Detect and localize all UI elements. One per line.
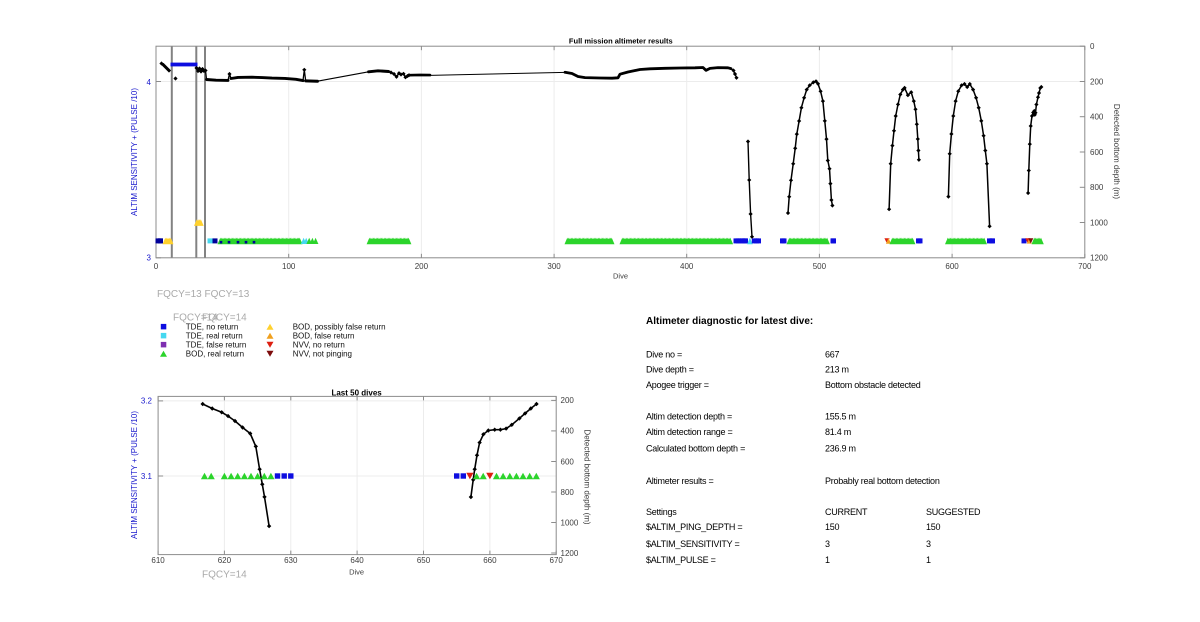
svg-text:Altim detection depth =: Altim detection depth = xyxy=(646,412,732,422)
svg-text:620: 620 xyxy=(218,556,232,565)
svg-text:$ALTIM_PING_DEPTH =: $ALTIM_PING_DEPTH = xyxy=(646,522,742,532)
svg-text:Full mission altimeter results: Full mission altimeter results xyxy=(569,37,673,46)
svg-text:3: 3 xyxy=(147,254,152,263)
svg-text:Altimeter results =: Altimeter results = xyxy=(646,476,714,486)
svg-text:3: 3 xyxy=(926,539,931,549)
svg-text:155.5 m: 155.5 m xyxy=(825,412,856,422)
svg-text:200: 200 xyxy=(1090,77,1104,86)
svg-text:TDE, false return: TDE, false return xyxy=(186,341,246,350)
svg-text:FQCY=14: FQCY=14 xyxy=(202,313,247,324)
svg-text:Dive: Dive xyxy=(349,568,364,577)
svg-text:600: 600 xyxy=(945,262,959,271)
svg-text:1: 1 xyxy=(926,555,931,565)
svg-text:FQCY=14: FQCY=14 xyxy=(202,570,247,581)
svg-text:0: 0 xyxy=(154,262,159,271)
svg-text:400: 400 xyxy=(680,262,694,271)
svg-text:FQCY=14: FQCY=14 xyxy=(173,313,218,324)
svg-text:SUGGESTED: SUGGESTED xyxy=(926,507,981,517)
svg-text:ALTIM SENSITIVITY + (PULSE /10: ALTIM SENSITIVITY + (PULSE /10) xyxy=(130,88,139,216)
svg-text:BOD, false return: BOD, false return xyxy=(293,332,355,341)
svg-text:640: 640 xyxy=(350,556,364,565)
svg-text:Altimeter diagnostic for lates: Altimeter diagnostic for latest dive: xyxy=(646,316,813,327)
svg-text:TDE, real return: TDE, real return xyxy=(186,332,243,341)
svg-text:Last 50 dives: Last 50 dives xyxy=(331,389,382,398)
svg-text:Detected bottom depth (m): Detected bottom depth (m) xyxy=(583,429,592,524)
svg-text:CURRENT: CURRENT xyxy=(825,507,868,517)
svg-text:Detected bottom depth (m): Detected bottom depth (m) xyxy=(1112,104,1121,199)
svg-text:667: 667 xyxy=(825,349,840,359)
svg-text:1000: 1000 xyxy=(1090,218,1108,227)
svg-text:ALTIM SENSITIVITY + (PULSE /10: ALTIM SENSITIVITY + (PULSE /10) xyxy=(130,411,139,539)
svg-text:1: 1 xyxy=(825,555,830,565)
svg-text:610: 610 xyxy=(151,556,165,565)
svg-text:800: 800 xyxy=(561,488,575,497)
svg-text:Calculated bottom depth =: Calculated bottom depth = xyxy=(646,444,745,454)
svg-text:150: 150 xyxy=(825,522,840,532)
svg-text:3.1: 3.1 xyxy=(141,472,153,481)
svg-text:200: 200 xyxy=(415,262,429,271)
svg-text:$ALTIM_PULSE =: $ALTIM_PULSE = xyxy=(646,555,716,565)
svg-text:500: 500 xyxy=(813,262,827,271)
svg-text:213 m: 213 m xyxy=(825,364,849,374)
svg-text:NVV, not pinging: NVV, not pinging xyxy=(293,350,352,359)
svg-text:300: 300 xyxy=(547,262,561,271)
svg-text:800: 800 xyxy=(1090,183,1104,192)
svg-text:3.2: 3.2 xyxy=(141,397,153,406)
svg-text:660: 660 xyxy=(483,556,497,565)
svg-text:0: 0 xyxy=(1090,42,1095,51)
svg-text:81.4 m: 81.4 m xyxy=(825,427,851,437)
svg-text:1200: 1200 xyxy=(1090,254,1108,263)
svg-text:BOD, possibly false return: BOD, possibly false return xyxy=(293,323,386,332)
svg-text:700: 700 xyxy=(1078,262,1092,271)
svg-text:1000: 1000 xyxy=(561,518,579,527)
svg-text:4: 4 xyxy=(147,78,152,87)
svg-text:630: 630 xyxy=(284,556,298,565)
svg-text:650: 650 xyxy=(417,556,431,565)
svg-text:Dive: Dive xyxy=(613,271,628,280)
svg-text:400: 400 xyxy=(561,427,575,436)
svg-text:600: 600 xyxy=(1090,148,1104,157)
svg-text:600: 600 xyxy=(561,457,575,466)
svg-text:3: 3 xyxy=(825,539,830,549)
svg-text:236.9 m: 236.9 m xyxy=(825,444,856,454)
svg-text:400: 400 xyxy=(1090,113,1104,122)
svg-text:Dive depth =: Dive depth = xyxy=(646,364,694,374)
svg-text:NVV, no return: NVV, no return xyxy=(293,341,345,350)
svg-text:TDE, no return: TDE, no return xyxy=(186,323,238,332)
svg-text:Probably real bottom detection: Probably real bottom detection xyxy=(825,476,940,486)
svg-text:FQCY=13 FQCY=13: FQCY=13 FQCY=13 xyxy=(157,289,250,300)
svg-text:Dive no =: Dive no = xyxy=(646,349,682,359)
svg-text:BOD, real return: BOD, real return xyxy=(186,350,244,359)
svg-text:Altim detection range =: Altim detection range = xyxy=(646,427,733,437)
svg-text:Bottom obstacle detected: Bottom obstacle detected xyxy=(825,380,921,390)
svg-text:1200: 1200 xyxy=(561,549,579,558)
svg-text:Apogee trigger =: Apogee trigger = xyxy=(646,380,709,390)
svg-text:200: 200 xyxy=(561,396,575,405)
svg-text:$ALTIM_SENSITIVITY =: $ALTIM_SENSITIVITY = xyxy=(646,539,739,549)
svg-text:Settings: Settings xyxy=(646,507,677,517)
svg-text:670: 670 xyxy=(550,556,564,565)
svg-text:100: 100 xyxy=(282,262,296,271)
svg-text:150: 150 xyxy=(926,522,941,532)
